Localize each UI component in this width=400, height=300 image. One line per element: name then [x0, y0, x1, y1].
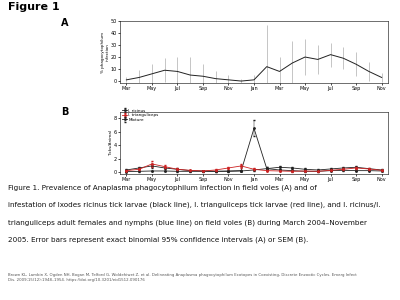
- Text: Brown KL, Lambin X, Ogden NH, Bogan M, Telford G, Woldehiwet Z, et al. Delineati: Brown KL, Lambin X, Ogden NH, Bogan M, T…: [8, 273, 357, 282]
- Text: B: B: [61, 106, 68, 117]
- Text: trianguliceps adult females and nymphs (blue line) on field voles (B) during Mar: trianguliceps adult females and nymphs (…: [8, 219, 367, 226]
- Text: Figure 1. Prevalence of Anaplasma phagocytophilum infection in field voles (A) a: Figure 1. Prevalence of Anaplasma phagoc…: [8, 184, 317, 191]
- Text: A: A: [61, 18, 68, 28]
- Text: 2005. Error bars represent exact binomial 95% confidence intervals (A) or SEM (B: 2005. Error bars represent exact binomia…: [8, 237, 308, 243]
- Legend: I. ricinus, I. trianguliceps, Mixture: I. ricinus, I. trianguliceps, Mixture: [122, 109, 158, 122]
- Text: infestation of Ixodes ricinus tick larvae (black line), I. trianguliceps tick la: infestation of Ixodes ricinus tick larva…: [8, 202, 380, 208]
- Text: Figure 1: Figure 1: [8, 2, 60, 11]
- Y-axis label: Ticks/Animal: Ticks/Animal: [109, 130, 113, 156]
- Y-axis label: % phagocytophilum
infection: % phagocytophilum infection: [101, 32, 110, 73]
